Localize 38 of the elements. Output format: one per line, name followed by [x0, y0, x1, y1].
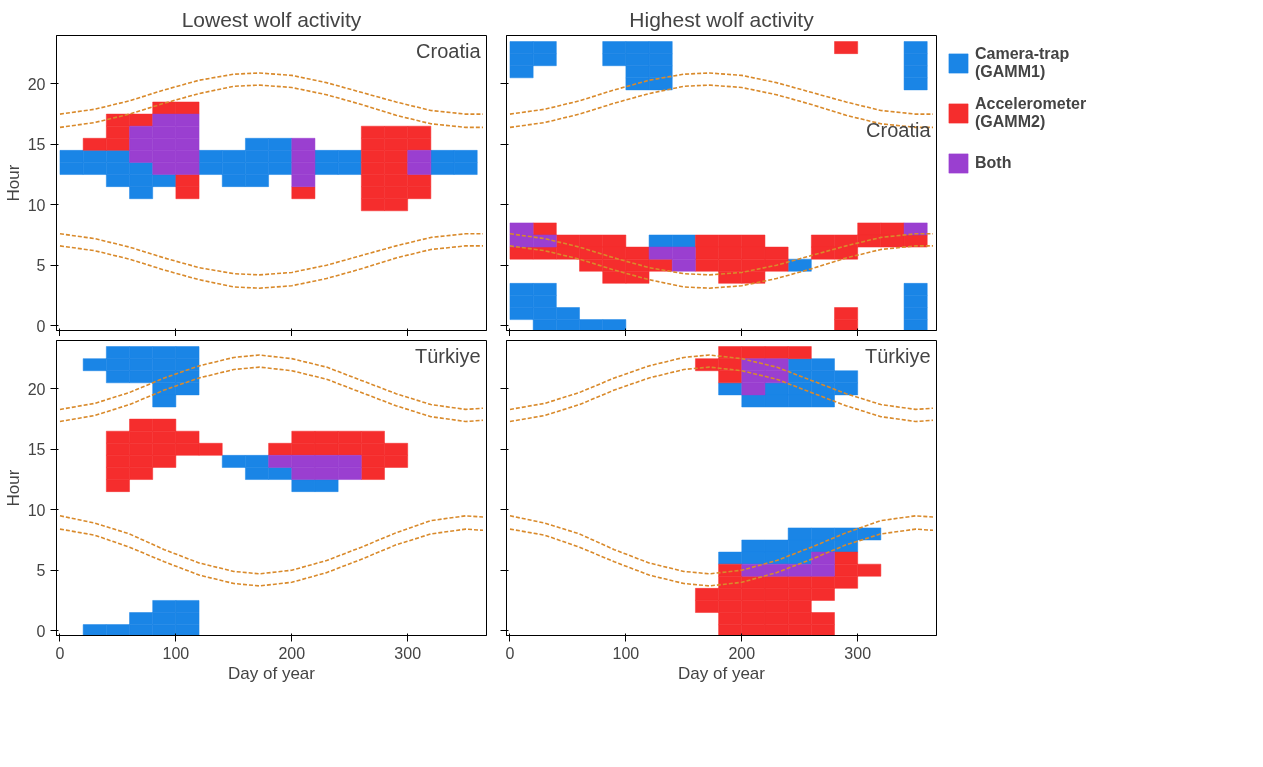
- y-tick-label: 5: [36, 562, 46, 580]
- y-tick-label: 15: [27, 441, 46, 459]
- y-tick-label: 20: [27, 380, 46, 398]
- y-tick-label: 20: [27, 75, 46, 93]
- chart-title: Highest wolf activity: [629, 7, 815, 31]
- line-series: [59, 366, 484, 423]
- y-axis-title: Hour: [3, 164, 23, 202]
- x-tick-label: 100: [162, 644, 190, 662]
- x-tick-label: 300: [844, 644, 872, 662]
- line-series: [59, 515, 484, 575]
- x-axis-title: Day of year: [228, 663, 316, 683]
- y-tick-label: 5: [36, 257, 46, 275]
- line-series: [59, 72, 484, 115]
- line-series: [59, 528, 484, 587]
- legend-label: Accelerometer (GAMM2): [975, 95, 1088, 131]
- annotation: Croatia: [866, 118, 932, 141]
- y-tick-label: 0: [36, 622, 46, 640]
- x-tick-label: 0: [55, 644, 65, 662]
- y-tick-label: 10: [27, 196, 46, 214]
- chart-title: Lowest wolf activity: [181, 7, 362, 31]
- legend-label: Both: [975, 153, 1013, 173]
- y-tick-label: 15: [27, 136, 46, 154]
- x-tick-label: 300: [394, 644, 422, 662]
- line-series: [59, 245, 484, 289]
- y-axis-title: Hour: [3, 469, 23, 507]
- line-series: [59, 232, 484, 276]
- annotation: Croatia: [416, 39, 482, 62]
- x-tick-label: 0: [505, 644, 515, 662]
- x-tick-label: 100: [612, 644, 640, 662]
- annotation: Türkiye: [414, 344, 481, 367]
- y-tick-label: 0: [36, 317, 46, 335]
- legend-label: Camera-trap (GAMM1): [975, 45, 1071, 81]
- y-tick-label: 10: [27, 501, 46, 519]
- x-tick-label: 200: [278, 644, 306, 662]
- line-series: [59, 84, 484, 129]
- x-axis-title: Day of year: [678, 663, 766, 683]
- x-tick-label: 200: [728, 644, 756, 662]
- annotation: Türkiye: [864, 344, 931, 367]
